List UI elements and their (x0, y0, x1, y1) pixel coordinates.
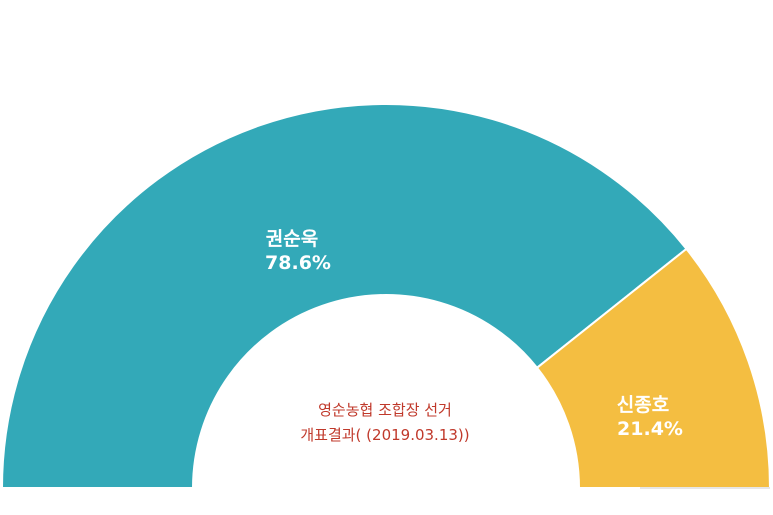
slice-value-0: 78.6% (265, 252, 331, 274)
slice-0 (0, 103, 688, 489)
slice-label-1: 신종호 21.4% (617, 394, 683, 440)
slice-name-1: 신종호 (617, 394, 669, 416)
slice-label-0: 권순욱 78.6% (265, 228, 331, 274)
center-title-line-2: 개표결과( (2019.03.13)) (300, 426, 469, 444)
slice-name-0: 권순욱 (266, 228, 318, 250)
slice-value-1: 21.4% (617, 418, 683, 440)
center-title-line-1: 영순농협 조합장 선거 (318, 401, 452, 419)
center-title: 영순농협 조합장 선거 개표결과( (2019.03.13)) (300, 401, 469, 444)
slices-group (0, 103, 772, 489)
